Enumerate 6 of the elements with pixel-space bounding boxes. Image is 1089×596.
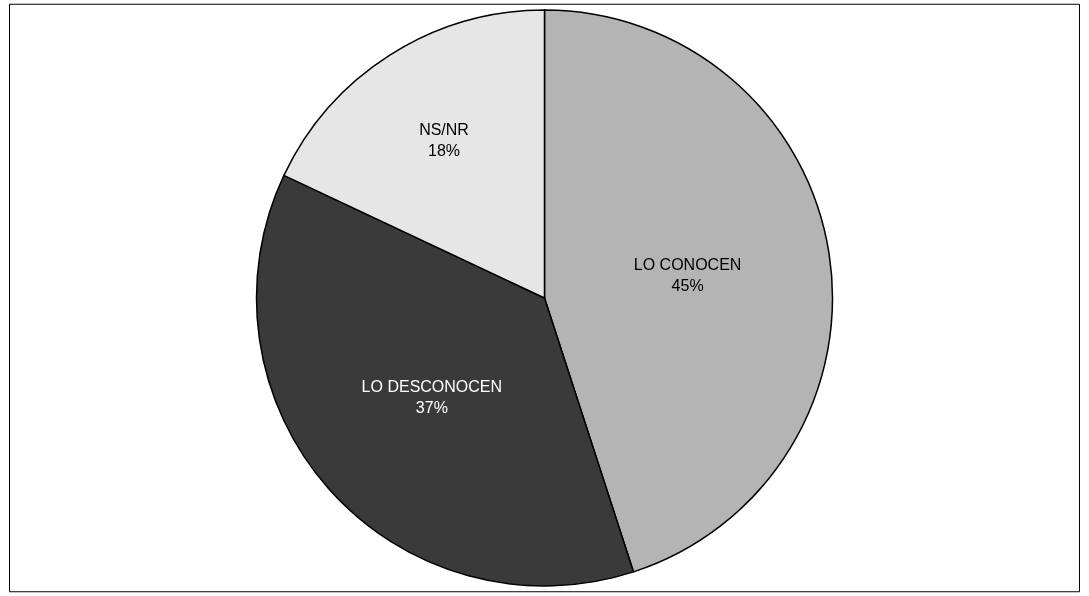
- slice-label: NS/NR: [419, 120, 469, 138]
- data-label: 18%: [428, 141, 461, 159]
- slice-label: LO DESCONOCEN: [361, 378, 503, 396]
- data-label: 37%: [415, 399, 448, 417]
- slice-label: LO CONOCEN: [633, 256, 742, 274]
- data-label: 45%: [671, 277, 704, 295]
